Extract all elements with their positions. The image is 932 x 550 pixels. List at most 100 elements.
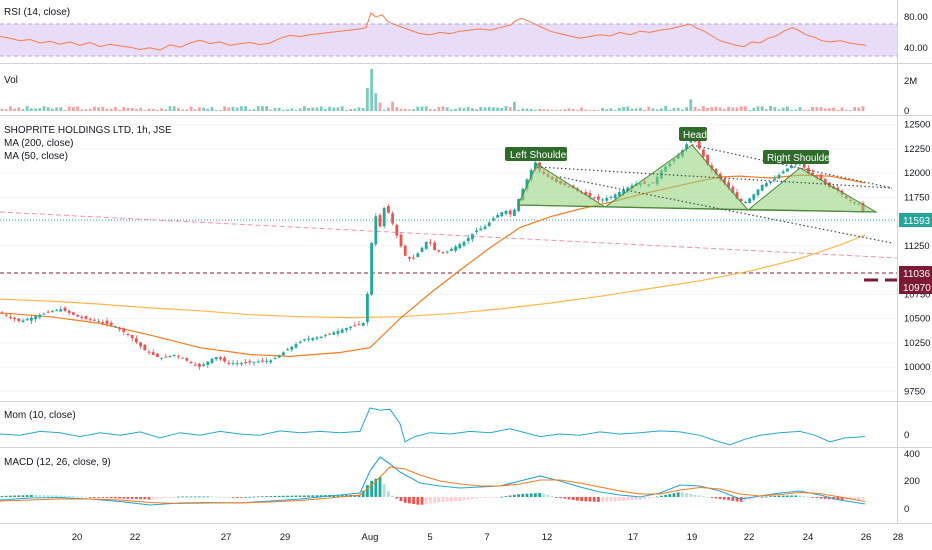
macd-histogram-bar (42, 495, 46, 497)
macd-histogram-bar (290, 495, 294, 497)
candle-body (101, 322, 105, 324)
time-axis[interactable]: 20 22 27 29 Aug 5 7 12 17 19 22 24 26 28 (72, 532, 904, 543)
volume-bar (265, 106, 268, 111)
volume-bar (105, 108, 109, 111)
volume-bar (269, 109, 273, 111)
volume-panel[interactable]: Vol 2M 0 (0, 69, 918, 117)
volume-bar (601, 107, 604, 111)
volume-bar (723, 108, 726, 111)
macd-histogram-bar (294, 495, 298, 497)
candle-body (752, 194, 756, 200)
volume-bar (84, 109, 88, 111)
volume-bar (492, 107, 495, 111)
volume-bar (697, 108, 701, 111)
macd-histogram-bar (214, 496, 218, 498)
macd-histogram-bar (727, 497, 730, 501)
volume-bar (151, 108, 155, 111)
candle-body (307, 338, 310, 340)
volume-bar (521, 108, 525, 111)
macd-histogram-bar (718, 497, 722, 500)
candle-body (269, 360, 273, 363)
macd-histogram-bar (0, 495, 4, 497)
macd-histogram-bar (84, 496, 88, 498)
volume-label: Vol (4, 75, 18, 86)
macd-histogram-bar (34, 495, 37, 497)
time-tick-label: 22 (744, 532, 755, 543)
volume-bar (130, 107, 134, 111)
volume-bar (378, 102, 382, 111)
volume-bar (441, 106, 445, 111)
macd-panel[interactable]: MACD (12, 26, close, 9) 400 200 0 (0, 449, 920, 515)
volume-bar (437, 106, 441, 111)
last-price-tag: 11593 (899, 213, 932, 227)
price-tick-label: 12500 (904, 120, 930, 131)
volume-bar (143, 110, 147, 111)
price-tick-label: 12000 (904, 168, 930, 179)
panel-separators (0, 0, 932, 524)
volume-bar (181, 109, 184, 111)
candle-body (328, 333, 331, 335)
volume-bar (353, 108, 357, 111)
head-tag (679, 127, 707, 141)
volume-bar (794, 109, 798, 111)
candle-body (529, 169, 533, 180)
momentum-panel[interactable]: Mom (10, close) 0 (0, 407, 909, 446)
candle-body (450, 248, 453, 251)
legend-ma200: MA (200, close) (4, 138, 73, 149)
volume-bar (807, 109, 810, 111)
macd-histogram-bar (80, 496, 84, 498)
candle-body (823, 178, 827, 185)
volume-bar (844, 109, 848, 111)
volume-bar (420, 106, 424, 111)
macd-histogram-bar (811, 497, 814, 498)
head-text: Head (683, 130, 707, 141)
volume-bar (592, 109, 596, 111)
macd-line (0, 456, 866, 506)
volume-bar (710, 107, 714, 111)
candle-body (466, 237, 470, 241)
volume-bar (681, 109, 684, 111)
candle-body (93, 319, 96, 321)
macd-histogram-bar (30, 495, 33, 497)
rsi-line (0, 12, 867, 51)
volume-bar (294, 110, 298, 111)
macd-histogram-bar (471, 497, 474, 500)
volume-bar (613, 110, 617, 111)
volume-bar (563, 109, 567, 111)
macd-histogram-bar (164, 497, 168, 498)
head-shoulders-pattern[interactable]: Left Shoulder Head Right Shoulder (505, 127, 893, 244)
candle-body (122, 328, 126, 333)
volume-bar (290, 108, 294, 111)
macd-histogram-bar (105, 497, 109, 498)
upper-dotted-trendline (536, 166, 893, 189)
volume-bar (193, 109, 197, 111)
price-tick-label: 10500 (904, 314, 930, 325)
macd-histogram-bar (836, 497, 840, 500)
volume-bar (517, 109, 520, 111)
volume-bar (744, 106, 747, 111)
volume-bar (576, 109, 579, 111)
momentum-tick-0: 0 (904, 430, 909, 441)
momentum-line (0, 407, 866, 446)
candle-body (67, 310, 71, 313)
macd-histogram-bar (790, 495, 793, 497)
candle-body (235, 363, 239, 365)
volume-bar (408, 109, 411, 111)
volume-bar (748, 110, 751, 111)
candle-body (433, 242, 436, 251)
macd-histogram-bar (202, 496, 205, 498)
rsi-panel[interactable]: RSI (14, close) 80.00 40.00 (0, 7, 928, 57)
price-panel[interactable]: Left Shoulder Head Right Shoulder SHOPRI… (0, 120, 932, 398)
candle-body (723, 178, 726, 184)
candle-body (357, 323, 361, 325)
volume-bar (315, 107, 319, 111)
macd-histogram-bar (618, 497, 621, 502)
volume-bar (538, 108, 541, 111)
volume-bar (114, 107, 117, 111)
volume-bar (185, 109, 189, 111)
candle-body (332, 332, 336, 335)
candle-body (139, 342, 142, 347)
volume-bar (55, 107, 58, 111)
volume-bar (9, 106, 12, 111)
